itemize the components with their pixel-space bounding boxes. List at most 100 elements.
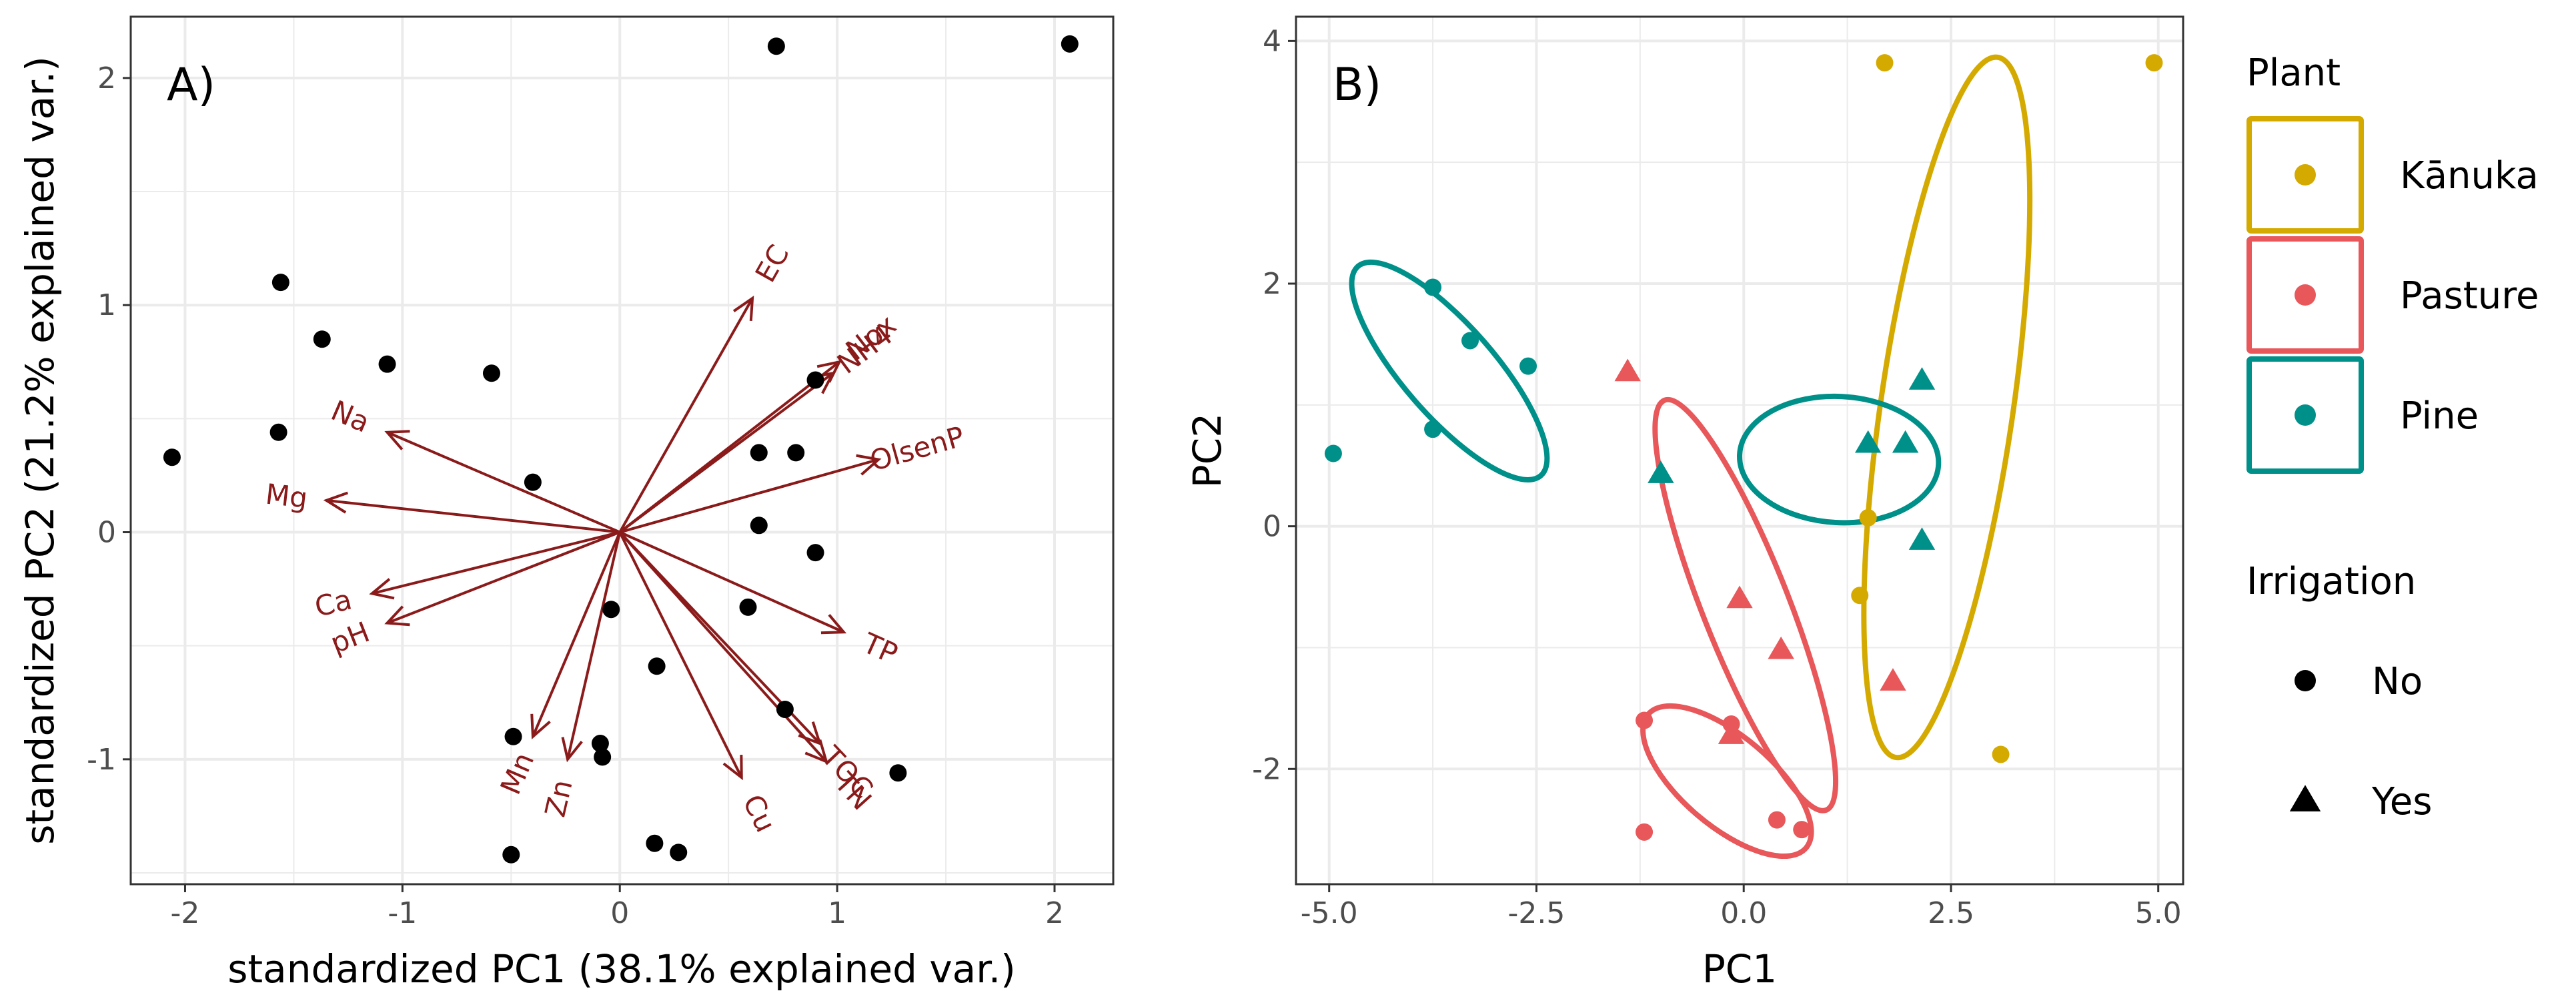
legend-item-pasture: Pasture: [2246, 236, 2539, 354]
legend-item-knuka: Kānuka: [2246, 116, 2539, 234]
vector-line: [566, 532, 622, 760]
data-point-triangle: [1614, 358, 1641, 382]
data-point-circle: [1768, 811, 1786, 829]
vector-arrowhead: [722, 755, 743, 781]
legend-key-dot: [2295, 164, 2316, 186]
data-point-circle: [1859, 509, 1877, 527]
y-tick-label: -2: [1252, 752, 1281, 786]
panel-b-tag: B): [1333, 59, 1381, 111]
legend-plant-title: Plant: [2246, 51, 2341, 95]
y-tick-label: -1: [87, 743, 116, 777]
vector-arrowhead: [561, 737, 583, 763]
vector-line: [326, 498, 620, 534]
legend-item-irrigation-no: No: [2295, 660, 2423, 703]
y-tick-label: 2: [1263, 267, 1281, 301]
data-point-circle: [1424, 420, 1442, 438]
panel-a-background: [131, 17, 1113, 884]
data-point: [524, 473, 542, 491]
y-tick-label: 0: [1263, 510, 1281, 544]
data-point-triangle: [1648, 460, 1674, 483]
ellipse-pine: [1349, 259, 1550, 482]
panel-b-ticks: -5.0 -2.5 0.0 2.5 5.0 -2 0 2 4: [1252, 24, 2182, 930]
x-tick-label: -2.5: [1508, 896, 1565, 930]
x-tick-label: 2: [1045, 896, 1064, 930]
data-point: [806, 371, 824, 389]
data-point: [646, 834, 664, 852]
data-point: [750, 444, 768, 462]
data-point: [163, 448, 181, 466]
panel-a-y-axis-title: standardized PC2 (21.2% explained var.): [17, 56, 63, 845]
legend-irrigation-items: No Yes: [2289, 660, 2432, 823]
legend-item-irrigation-yes: Yes: [2289, 780, 2432, 823]
vector-arrowhead: [369, 578, 395, 600]
data-point: [806, 544, 824, 562]
data-point-triangle: [1854, 430, 1882, 453]
data-point: [739, 598, 757, 616]
legend-plant-items: Kānuka Pasture Pine: [2246, 116, 2539, 474]
legend-label: Yes: [2371, 780, 2432, 823]
data-point-triangle: [1768, 636, 1794, 659]
data-point-circle: [1851, 587, 1869, 605]
y-tick-label: 0: [97, 516, 116, 550]
data-point: [767, 37, 785, 55]
y-tick-label: 4: [1263, 24, 1281, 58]
data-point: [776, 700, 794, 718]
data-point: [889, 764, 907, 782]
panel-b-frame: [1295, 15, 2184, 886]
legend-key-dot: [2295, 284, 2316, 306]
panel-a-points: [163, 35, 1079, 864]
data-point-triangle: [1880, 668, 1906, 691]
vector-arrowhead: [856, 454, 882, 476]
data-point-circle: [1992, 745, 2010, 763]
data-point-circle: [1636, 711, 1654, 729]
vector-arrowhead: [323, 491, 348, 514]
vector-arrowhead: [804, 739, 828, 764]
legend-label: Pasture: [2400, 274, 2539, 318]
panel-b-gridlines: [1296, 17, 2183, 884]
data-point: [313, 330, 331, 348]
data-point: [504, 727, 522, 745]
data-point-circle: [1519, 357, 1537, 375]
panel-b-points: [1324, 54, 2163, 841]
data-point: [378, 355, 396, 373]
y-tick-label: 2: [97, 61, 116, 95]
scatter-panel-b: B) -5.0 -2.5 0.0 2.5 5.0 -2 0 2 4 PC1 PC2: [1185, 15, 2184, 992]
data-point-circle: [1424, 278, 1442, 296]
panel-a-x-axis-title: standardized PC1 (38.1% explained var.): [227, 946, 1016, 992]
legend-key-dot: [2295, 404, 2316, 426]
vector-line: [618, 298, 754, 533]
data-point: [591, 735, 609, 753]
ellipse-knuka: [1861, 54, 2033, 761]
panel-a-ticks: -2 -1 0 1 2 -1 0 1 2: [87, 61, 1064, 930]
data-point-triangle: [1908, 367, 1936, 390]
panel-b-x-axis-title: PC1: [1702, 946, 1777, 992]
data-point: [787, 444, 805, 462]
vector-label: Zn: [539, 777, 579, 820]
x-tick-label: 2.5: [1928, 896, 1974, 930]
vector-line: [619, 372, 834, 534]
vector-line: [618, 531, 828, 763]
vector-line: [386, 430, 621, 534]
vector-arrowhead: [530, 713, 551, 740]
data-point: [482, 364, 500, 382]
x-tick-label: -5.0: [1301, 896, 1358, 930]
x-tick-label: 0: [610, 896, 629, 930]
data-point-circle: [1636, 823, 1654, 841]
vector-line: [619, 458, 879, 534]
data-point-triangle: [1892, 430, 1919, 453]
data-point: [1061, 35, 1079, 53]
legend-label: Kānuka: [2400, 154, 2539, 198]
vector-line: [619, 531, 844, 634]
ellipse-pine: [1737, 393, 1942, 526]
data-point: [269, 423, 287, 441]
y-tick-label: 1: [97, 288, 116, 322]
x-tick-label: -2: [171, 896, 200, 930]
vector-arrowhead: [384, 430, 410, 450]
x-tick-label: 1: [828, 896, 846, 930]
loading-vector-mg: Mg: [264, 478, 620, 534]
x-tick-label: 0.0: [1720, 896, 1767, 930]
data-point-circle: [1324, 444, 1342, 462]
legend-label: No: [2372, 660, 2423, 703]
